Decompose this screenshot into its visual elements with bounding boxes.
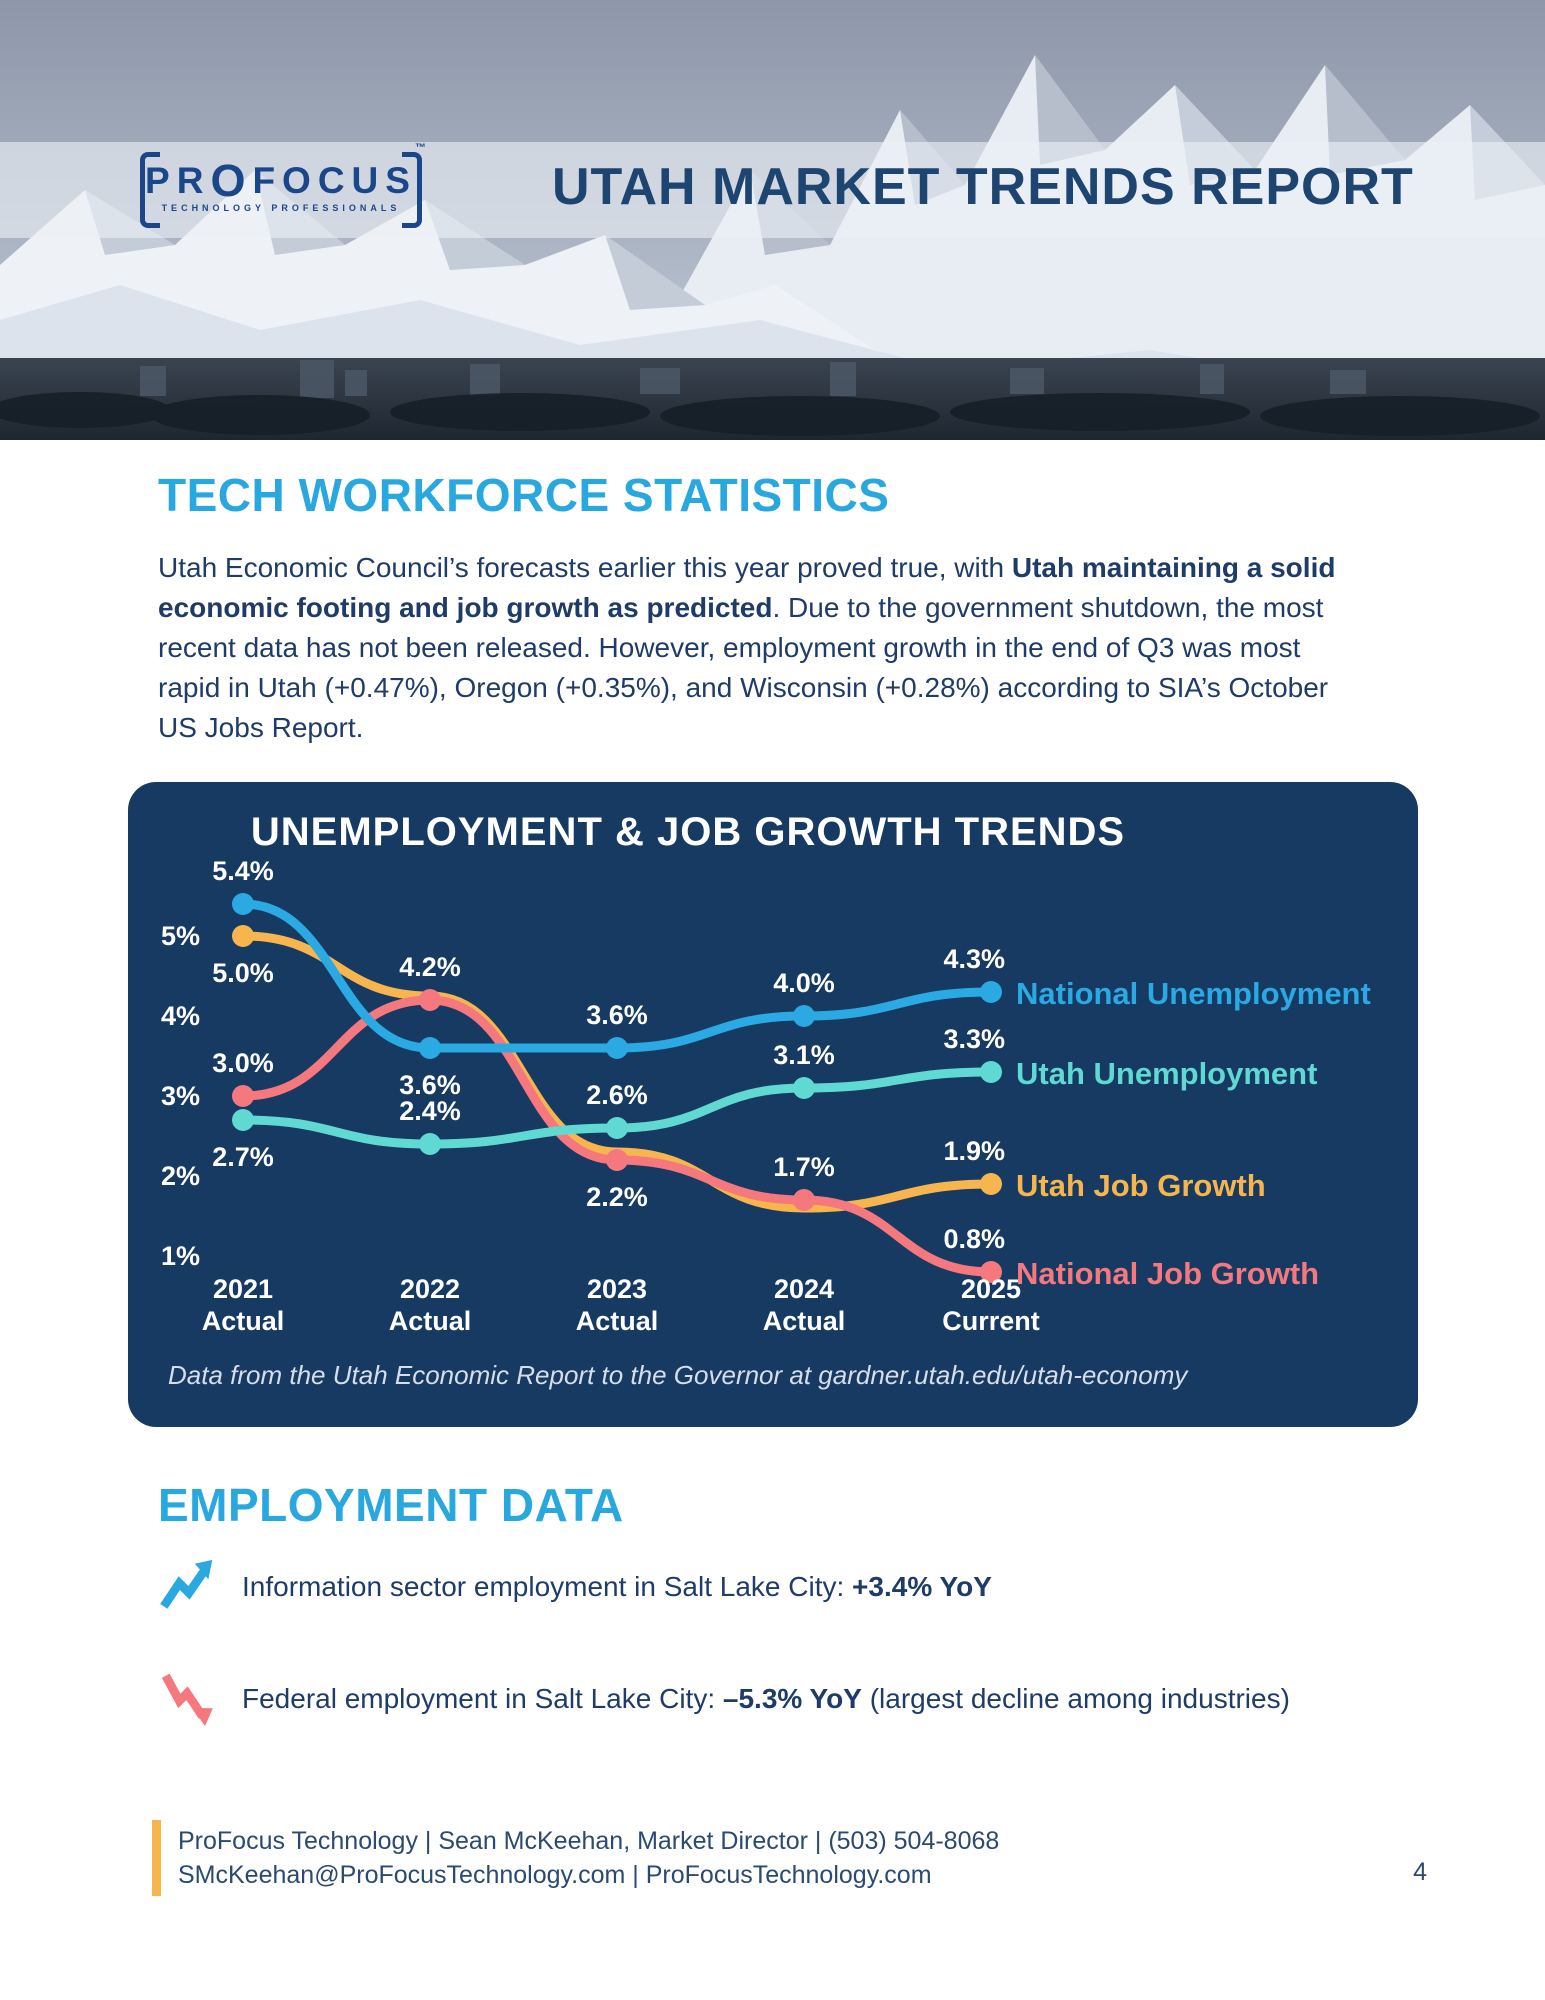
logo-left-bracket-icon [140,152,160,228]
profocus-logo: PROFOCUS ™ TECHNOLOGY PROFESSIONALS [140,142,426,228]
trademark-symbol: ™ [415,142,426,154]
logo-right-bracket-icon [402,152,422,228]
x-axis-status-label: Actual [763,1306,846,1336]
footer-accent-bar [152,1820,161,1896]
trends-chart-card: UNEMPLOYMENT & JOB GROWTH TRENDS 5% 4% 3% 2… [128,782,1418,1427]
header-title-band [0,142,1545,238]
y-axis-label: 1% [161,1241,200,1271]
point-national-unemployment-0 [232,893,254,915]
x-axis-status-label: Actual [576,1306,659,1336]
value-label-utah-unemployment-1: 2.4% [399,1096,461,1126]
x-axis-year-label: 2022 [400,1274,460,1304]
point-utah-unemployment-4 [980,1061,1002,1083]
x-axis-status-label: Current [942,1306,1040,1336]
trend-line-chart: 5% 4% 3% 2% 1% 5.0% 1.9% 3.0% 4.2% 2.2% 1.7% 0.8% 5.… [161,856,1371,1336]
value-label-national-unemployment-4: 4.3% [943,944,1005,974]
point-national-job-growth-1 [419,989,441,1011]
page-number: 4 [1413,1858,1427,1886]
value-label-national-unemployment-0: 5.4% [212,856,274,886]
employment-stat-federal: Federal employment in Salt Lake City: –5… [158,1668,1290,1730]
chart-title: UNEMPLOYMENT & JOB GROWTH TRENDS [250,810,1126,854]
stat-value: +3.4% YoY [852,1571,992,1602]
value-label-utah-unemployment-3: 3.1% [773,1040,835,1070]
point-utah-unemployment-1 [419,1133,441,1155]
value-label-national-unemployment-1: 3.6% [399,1070,461,1100]
series-label-national-unemployment: National Unemployment [1016,976,1371,1011]
y-axis-label: 2% [161,1161,200,1191]
trend-up-icon [160,1559,213,1609]
paragraph-text: . Due to the government shutdown, the mo… [158,592,1329,743]
paragraph-text: Utah Economic Council’s forecasts earlie… [158,552,1012,583]
point-national-job-growth-4 [980,1261,1002,1283]
y-axis-label: 5% [161,921,200,951]
x-axis-year-label: 2023 [587,1274,647,1304]
value-label-utah-unemployment-0: 2.7% [212,1142,274,1172]
employment-stat-text: Information sector employment in Salt La… [242,1571,992,1603]
x-axis-year-label: 2025 [961,1274,1021,1304]
x-axis-status-label: Actual [389,1306,472,1336]
intro-paragraph: Utah Economic Council’s forecasts earlie… [158,548,1338,748]
value-label-national-unemployment-3: 4.0% [773,968,835,998]
point-national-job-growth-0 [232,1085,254,1107]
chart-source-caption: Data from the Utah Economic Report to th… [168,1360,1188,1390]
stat-text: Information sector employment in Salt La… [242,1571,853,1602]
value-label-national-job-growth-3: 1.7% [773,1152,835,1182]
value-label-national-job-growth-4: 0.8% [943,1224,1005,1254]
trend-down-icon [161,1673,213,1727]
value-label-national-job-growth-2: 2.2% [586,1182,648,1212]
value-label-utah-unemployment-2: 2.6% [586,1080,648,1110]
paragraph-bold-text: Utah maintaining a solid economic footin… [158,552,1336,623]
y-axis-label: 3% [161,1081,200,1111]
report-title: UTAH MARKET TRENDS REPORT [552,158,1414,216]
footer-contact-info: ProFocus Technology | Sean McKeehan, Mar… [178,1824,999,1892]
header-photo: PROFOCUS ™ TECHNOLOGY PROFESSIONALS UTAH… [0,0,1545,440]
stat-text: (largest decline among industries) [861,1683,1290,1714]
point-utah-unemployment-0 [232,1109,254,1131]
value-label-utah-job-growth-4: 1.9% [943,1136,1005,1166]
stat-text: Federal employment in Salt Lake City: [242,1683,723,1714]
logo-wordmark: PROFOCUS [145,155,417,206]
employment-stat-information-sector: Information sector employment in Salt La… [158,1556,992,1618]
x-axis-year-label: 2024 [774,1274,834,1304]
stat-value: –5.3% YoY [722,1683,862,1714]
series-label-utah-job-growth: Utah Job Growth [1016,1168,1266,1203]
section-heading-employment-data: EMPLOYMENT DATA [158,1479,624,1531]
footer-line-2[interactable]: SMcKeehan@ProFocusTechnology.com | ProFo… [178,1861,932,1889]
value-label-utah-unemployment-4: 3.3% [943,1024,1005,1054]
point-utah-unemployment-2 [606,1117,628,1139]
value-label-national-job-growth-0: 3.0% [212,1048,274,1078]
point-utah-job-growth-0 [232,925,254,947]
point-national-job-growth-3 [793,1189,815,1211]
value-label-national-unemployment-2: 3.6% [586,1000,648,1030]
point-national-job-growth-2 [606,1149,628,1171]
point-utah-unemployment-3 [793,1077,815,1099]
employment-stat-text: Federal employment in Salt Lake City: –5… [242,1683,1290,1715]
section-heading-tech-workforce: TECH WORKFORCE STATISTICS [158,469,890,521]
value-label-national-job-growth-1: 4.2% [399,952,461,982]
x-axis-year-label: 2021 [213,1274,273,1304]
point-national-unemployment-1 [419,1037,441,1059]
series-label-utah-unemployment: Utah Unemployment [1016,1056,1317,1091]
logo-tagline: TECHNOLOGY PROFESSIONALS [161,203,401,213]
point-national-unemployment-2 [606,1037,628,1059]
y-axis-label: 4% [161,1001,200,1031]
footer-line-1: ProFocus Technology | Sean McKeehan, Mar… [178,1827,1000,1855]
point-national-unemployment-3 [793,1005,815,1027]
value-label-utah-job-growth-0: 5.0% [212,958,274,988]
point-national-unemployment-4 [980,981,1002,1003]
x-axis-status-label: Actual [202,1306,285,1336]
series-label-national-job-growth: National Job Growth [1016,1256,1319,1291]
line-utah-job-growth [238,931,996,1213]
point-utah-job-growth-4 [980,1173,1002,1195]
